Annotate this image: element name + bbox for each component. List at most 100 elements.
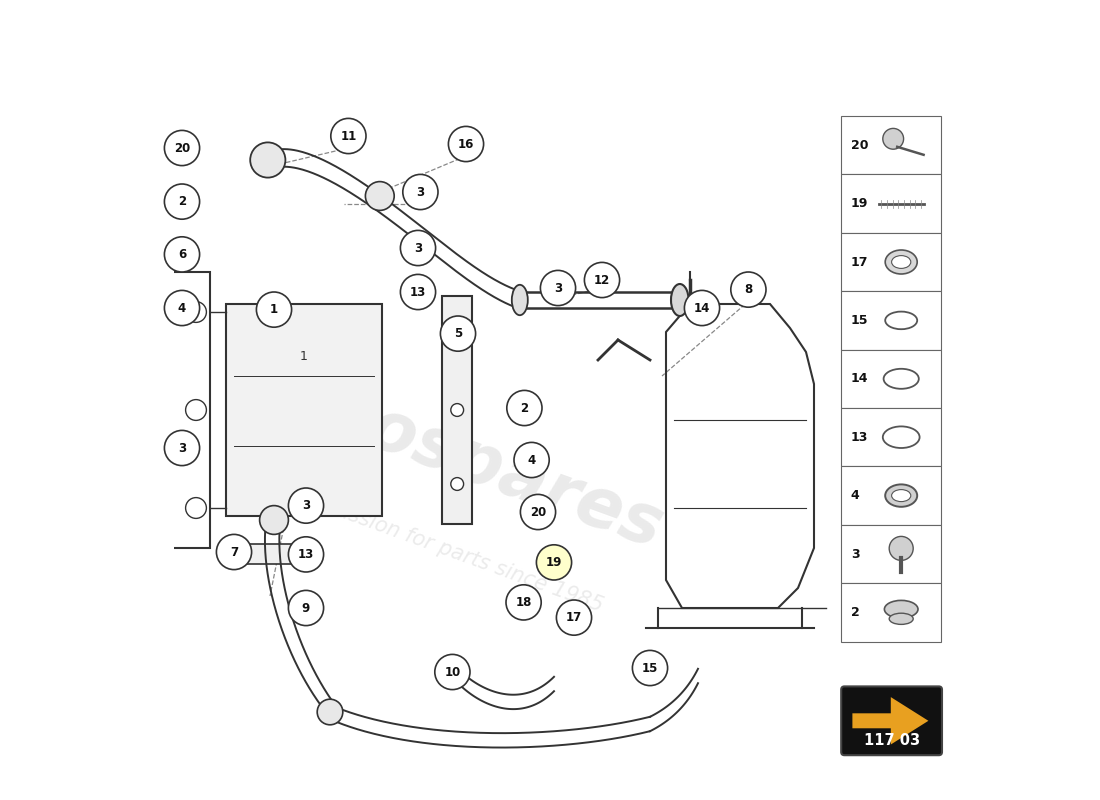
Text: 19: 19 [546, 556, 562, 569]
Text: 1: 1 [300, 350, 308, 363]
Circle shape [451, 330, 463, 342]
Text: 3: 3 [414, 242, 422, 254]
Circle shape [434, 654, 470, 690]
Circle shape [451, 478, 463, 490]
Text: 20: 20 [850, 138, 868, 152]
Text: 5: 5 [454, 327, 462, 340]
Text: 2: 2 [520, 402, 528, 414]
Text: 17: 17 [850, 255, 868, 269]
Circle shape [730, 272, 766, 307]
Circle shape [217, 534, 252, 570]
Text: 2: 2 [850, 606, 859, 619]
Circle shape [449, 126, 484, 162]
Circle shape [540, 270, 575, 306]
Text: 15: 15 [850, 314, 868, 327]
Text: 13: 13 [850, 430, 868, 444]
Circle shape [164, 184, 199, 219]
Bar [842, 350, 942, 408]
Ellipse shape [886, 484, 917, 507]
Circle shape [889, 536, 913, 560]
Text: 11: 11 [340, 130, 356, 142]
Text: 3: 3 [178, 442, 186, 454]
Circle shape [260, 506, 288, 534]
Bar [842, 116, 942, 174]
Text: 17: 17 [565, 611, 582, 624]
Bar [842, 233, 942, 291]
Circle shape [440, 316, 475, 351]
Ellipse shape [884, 600, 918, 618]
Bar [842, 408, 942, 466]
Circle shape [186, 399, 207, 420]
Circle shape [317, 699, 343, 725]
Circle shape [331, 118, 366, 154]
Circle shape [186, 498, 207, 518]
Text: a passion for parts since 1985: a passion for parts since 1985 [302, 489, 605, 615]
Circle shape [403, 174, 438, 210]
Bar [842, 174, 942, 233]
Circle shape [164, 430, 199, 466]
Circle shape [186, 302, 207, 322]
Circle shape [400, 274, 436, 310]
Ellipse shape [512, 285, 528, 315]
Ellipse shape [892, 490, 911, 502]
Text: 10: 10 [444, 666, 461, 678]
Text: 18: 18 [516, 596, 531, 609]
Bar [842, 466, 942, 525]
Text: 6: 6 [178, 248, 186, 261]
Circle shape [288, 488, 323, 523]
Bar [234, 544, 313, 564]
Ellipse shape [889, 613, 913, 624]
Circle shape [288, 537, 323, 572]
Text: 13: 13 [298, 548, 315, 561]
Circle shape [365, 182, 394, 210]
Text: 4: 4 [850, 489, 859, 502]
Text: 16: 16 [458, 138, 474, 150]
Circle shape [256, 292, 292, 327]
Text: 8: 8 [745, 283, 752, 296]
Circle shape [684, 290, 719, 326]
Text: 15: 15 [641, 662, 658, 674]
Ellipse shape [892, 256, 911, 268]
Text: 20: 20 [174, 142, 190, 154]
Text: 13: 13 [410, 286, 426, 298]
Text: 2: 2 [178, 195, 186, 208]
Text: 4: 4 [178, 302, 186, 314]
Polygon shape [852, 697, 928, 745]
Text: 1: 1 [270, 303, 278, 316]
Circle shape [883, 128, 903, 149]
Circle shape [288, 590, 323, 626]
Bar [842, 583, 942, 642]
Circle shape [557, 600, 592, 635]
Circle shape [632, 650, 668, 686]
Text: 14: 14 [850, 372, 868, 386]
Text: 19: 19 [850, 197, 868, 210]
Text: 12: 12 [594, 274, 610, 286]
Text: 20: 20 [530, 506, 546, 518]
Bar [442, 296, 472, 524]
Bar [226, 304, 382, 516]
Circle shape [520, 494, 556, 530]
Text: 7: 7 [230, 546, 238, 558]
Circle shape [584, 262, 619, 298]
Text: 117 03: 117 03 [864, 734, 920, 748]
Circle shape [164, 290, 199, 326]
Circle shape [164, 130, 199, 166]
Ellipse shape [886, 250, 917, 274]
Text: 4: 4 [528, 454, 536, 466]
Text: eurospares: eurospares [236, 350, 672, 562]
Circle shape [514, 442, 549, 478]
Text: 9: 9 [301, 602, 310, 614]
Circle shape [250, 142, 285, 178]
Circle shape [164, 237, 199, 272]
Text: 3: 3 [554, 282, 562, 294]
Text: 14: 14 [694, 302, 711, 314]
Text: 3: 3 [416, 186, 425, 198]
Circle shape [507, 390, 542, 426]
Text: 3: 3 [301, 499, 310, 512]
Circle shape [451, 403, 463, 416]
FancyBboxPatch shape [842, 686, 942, 755]
Circle shape [506, 585, 541, 620]
Bar [842, 291, 942, 350]
Circle shape [537, 545, 572, 580]
Text: 3: 3 [850, 547, 859, 561]
